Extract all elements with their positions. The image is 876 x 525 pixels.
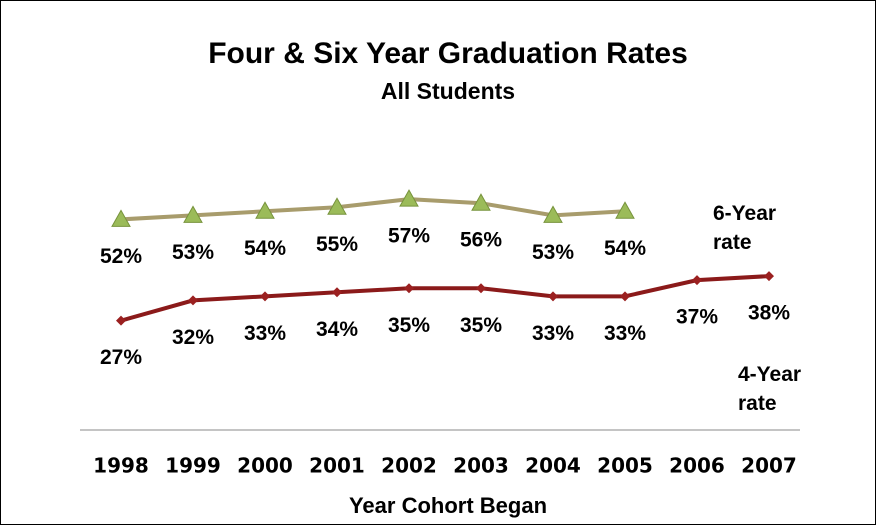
series-line <box>120 197 626 222</box>
x-tick-label: 2001 <box>309 454 365 478</box>
diamond-marker <box>116 315 126 326</box>
x-tick-label: 2005 <box>597 454 653 478</box>
diamond-marker <box>548 291 558 302</box>
triangle-marker <box>399 189 419 207</box>
diamond-marker <box>476 283 486 294</box>
data-label: 32% <box>172 326 214 349</box>
diamond-marker <box>404 283 414 294</box>
data-label: 53% <box>532 241 574 264</box>
x-axis-title: Year Cohort Began <box>349 493 547 518</box>
x-tick-label: 1998 <box>93 454 149 478</box>
data-label: 33% <box>244 322 286 345</box>
data-label: 37% <box>676 306 718 329</box>
diamond-marker <box>332 287 342 298</box>
diamond-marker <box>692 275 702 286</box>
data-label: 57% <box>388 225 430 248</box>
triangle-marker <box>471 193 491 211</box>
data-label: 54% <box>244 237 286 260</box>
series-label: 4-Year rate <box>738 363 802 415</box>
data-label: 34% <box>316 318 358 341</box>
x-tick-label: 2006 <box>669 454 725 478</box>
triangle-marker <box>111 209 131 227</box>
data-label: 54% <box>604 237 646 260</box>
diamond-marker <box>764 271 774 282</box>
x-tick-label: 2007 <box>741 454 797 478</box>
triangle-marker <box>255 201 275 219</box>
triangle-marker <box>615 201 635 219</box>
data-label: 27% <box>100 346 142 369</box>
data-label: 33% <box>604 322 646 345</box>
chart-title: Four & Six Year Graduation Rates <box>208 37 688 70</box>
x-tick-label: 2003 <box>453 454 509 478</box>
diamond-marker <box>260 291 270 302</box>
data-label: 38% <box>748 302 790 325</box>
chart-subtitle: All Students <box>381 78 515 104</box>
data-label: 56% <box>460 229 502 252</box>
triangle-marker <box>327 197 347 215</box>
data-label: 55% <box>316 233 358 256</box>
x-tick-label: 2002 <box>381 454 437 478</box>
diamond-marker <box>188 295 198 306</box>
x-tick-label: 1999 <box>165 454 221 478</box>
x-tick-label: 2000 <box>237 454 293 478</box>
series-line <box>120 274 770 323</box>
triangle-marker <box>183 205 203 223</box>
data-label: 52% <box>100 245 142 268</box>
data-label: 35% <box>460 314 502 337</box>
diamond-marker <box>620 291 630 302</box>
data-label: 33% <box>532 322 574 345</box>
data-label: 53% <box>172 241 214 264</box>
x-tick-label: 2004 <box>525 454 581 478</box>
series-label: 6-Year rate <box>713 202 777 254</box>
data-label: 35% <box>388 314 430 337</box>
triangle-marker <box>543 205 563 223</box>
